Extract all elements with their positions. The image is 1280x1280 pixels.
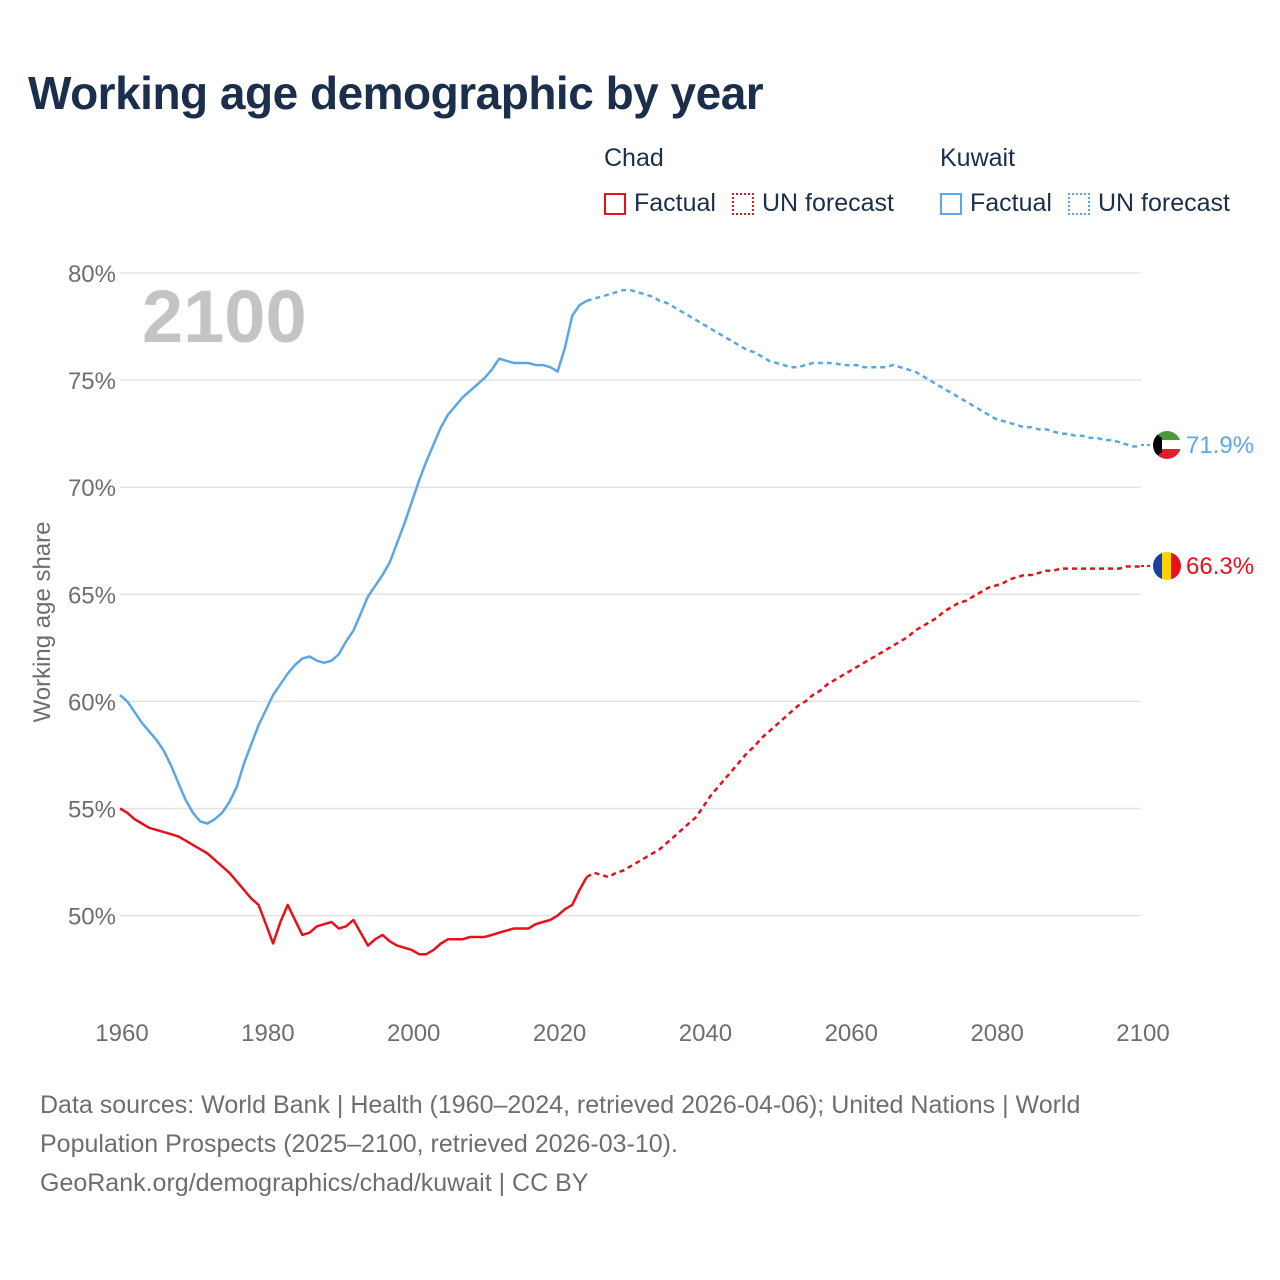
x-tick-label: 2060 — [825, 1020, 878, 1047]
footer-source: Data sources: World Bank | Health (1960–… — [40, 1086, 1220, 1203]
x-tick-label: 1980 — [241, 1020, 294, 1047]
footer-line: Population Prospects (2025–2100, retriev… — [40, 1130, 678, 1158]
kuwait-end-label: 71.9% — [1186, 432, 1254, 459]
legend-swatch-dotted — [731, 192, 754, 215]
legend-label: Factual — [970, 189, 1052, 217]
chad-end-label: 66.3% — [1186, 553, 1254, 580]
y-tick-label: 70% — [68, 475, 116, 502]
legend-group-chad: Chad Factual UN forecast — [604, 144, 910, 218]
y-tick-label: 75% — [68, 368, 116, 395]
chad-flag-icon — [1153, 552, 1181, 580]
x-tick-label: 2100 — [1116, 1020, 1169, 1047]
chad-factual-line[interactable] — [119, 807, 588, 956]
x-tick-label: 2000 — [387, 1020, 440, 1047]
kuwait-factual-line[interactable] — [119, 299, 588, 825]
legend-swatch-dotted — [1067, 192, 1090, 215]
legend-group-name: Kuwait — [940, 144, 1016, 172]
legend-item-kuwait-forecast[interactable]: UN forecast — [1067, 189, 1230, 218]
y-axis-label: Working age share — [29, 522, 56, 723]
y-tick-label: 60% — [68, 689, 116, 716]
x-tick-label: 2080 — [970, 1020, 1023, 1047]
legend-group-kuwait: Kuwait Factual UN forecast — [940, 144, 1246, 218]
legend-item-kuwait-factual[interactable]: Factual — [940, 189, 1052, 218]
kuwait-forecast-line[interactable] — [586, 288, 1141, 448]
year-watermark: 2100 — [142, 275, 307, 358]
x-tick-label: 2020 — [533, 1020, 586, 1047]
legend-label: UN forecast — [761, 189, 894, 217]
legend-group-name: Chad — [604, 144, 664, 172]
y-tick-label: 55% — [68, 797, 116, 824]
legend-item-chad-forecast[interactable]: UN forecast — [731, 189, 894, 218]
chad-forecast-line[interactable] — [586, 565, 1141, 879]
legend-label: Factual — [634, 189, 716, 217]
y-tick-label: 80% — [68, 261, 116, 288]
legend-label: UN forecast — [1097, 189, 1230, 217]
chart-title: Working age demographic by year — [28, 67, 764, 119]
line-chart: 50% 55% 60% 65% 70% 75% 80% 1960 1980 2000 2020 20… — [29, 261, 1254, 1047]
kuwait-flag-icon — [1153, 431, 1181, 459]
footer-line: Data sources: World Bank | Health (1960–… — [40, 1091, 1081, 1119]
legend-swatch-solid — [940, 192, 962, 215]
legend-item-chad-factual[interactable]: Factual — [604, 189, 716, 218]
footer-link[interactable]: GeoRank.org/demographics/chad/kuwait | C… — [40, 1169, 589, 1197]
y-tick-label: 50% — [68, 904, 116, 931]
y-tick-label: 65% — [68, 582, 116, 609]
x-tick-label: 1960 — [95, 1020, 148, 1047]
legend-swatch-solid — [604, 192, 626, 215]
x-tick-label: 2040 — [679, 1020, 732, 1047]
